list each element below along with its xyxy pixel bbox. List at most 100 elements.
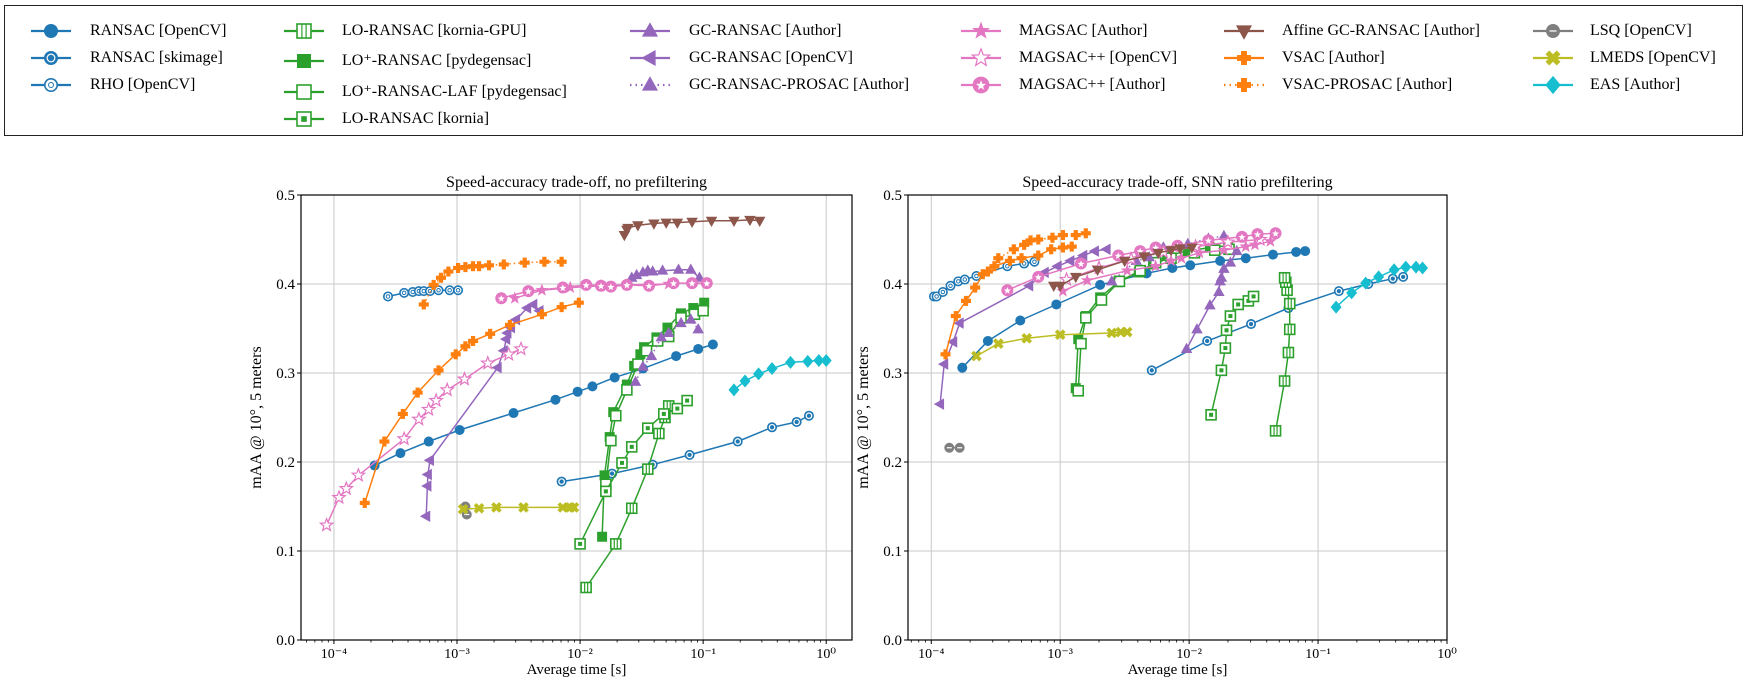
data-point [421, 468, 432, 481]
data-point [686, 217, 698, 228]
series-lo-ransac-kornia [574, 394, 693, 550]
legend-label: GC-RANSAC-PROSAC [Author] [689, 76, 910, 93]
circle-star-icon [972, 76, 990, 94]
data-point [688, 303, 699, 314]
legend-label: EAS [Author] [1590, 76, 1681, 93]
data-point [1032, 270, 1045, 283]
data-point [662, 322, 673, 333]
data-point [395, 448, 406, 459]
series-lo-ransac-kornia-gpu [580, 400, 675, 594]
data-point [350, 467, 367, 482]
legend-marker-icon [1224, 78, 1264, 92]
data-point [1143, 251, 1155, 262]
data-point [504, 319, 515, 330]
data-point [1248, 238, 1262, 251]
data-point [1251, 228, 1264, 241]
data-point [587, 381, 598, 392]
y-tick-label: 0.4 [276, 277, 295, 293]
data-point [1240, 253, 1251, 264]
data-point [443, 266, 454, 277]
series-lmeds-opencv [971, 326, 1133, 362]
series-gc-ransac-author [626, 263, 706, 282]
data-point [599, 470, 610, 481]
data-point [662, 326, 675, 337]
data-point [580, 278, 593, 291]
data-point [1070, 230, 1081, 241]
data-point [744, 215, 756, 227]
data-point [1373, 270, 1385, 284]
series-magsac-author [1001, 227, 1282, 297]
data-point [622, 223, 634, 235]
data-point [820, 354, 832, 368]
legend-label: MAGSAC++ [OpenCV] [1019, 49, 1178, 66]
data-point [1106, 327, 1118, 339]
data-point [396, 430, 412, 446]
square-grid-icon [296, 23, 312, 39]
x-tick-label: 10⁻³ [1047, 647, 1073, 662]
data-point [1033, 250, 1044, 261]
data-point [1278, 271, 1291, 284]
data-point [1066, 241, 1077, 252]
diamond-icon [1545, 75, 1561, 95]
data-point [1152, 248, 1164, 260]
data-point [479, 354, 496, 370]
data-point [645, 349, 658, 361]
data-point [1213, 285, 1225, 297]
data-point [989, 261, 1000, 272]
data-point [1410, 260, 1422, 274]
data-point [439, 381, 456, 397]
data-point [1069, 272, 1082, 284]
data-point [1054, 281, 1066, 293]
data-point [953, 317, 964, 329]
data-point [648, 219, 660, 230]
series-line [423, 261, 562, 305]
data-point [803, 410, 814, 421]
data-point [1075, 257, 1088, 270]
data-point [1202, 234, 1215, 247]
y-axis-label: mAA @ 10°, 5 meters [855, 346, 872, 488]
data-point [1072, 384, 1085, 397]
legend-label: RHO [OpenCV] [90, 76, 196, 93]
legend-marker-icon [1224, 51, 1264, 65]
legend-marker-icon [31, 78, 71, 92]
data-point [1080, 273, 1094, 286]
data-point [1095, 279, 1106, 290]
data-point [605, 434, 617, 447]
data-point [1056, 284, 1070, 297]
x-tick-label: 10⁻⁴ [918, 647, 944, 662]
data-point [595, 279, 608, 292]
data-point [423, 436, 434, 447]
legend-marker-icon [1533, 24, 1573, 38]
data-point [454, 424, 465, 435]
data-point [1057, 242, 1068, 253]
series-magsac-author [1056, 234, 1277, 297]
data-point [1051, 260, 1062, 272]
legend-marker-icon [630, 76, 670, 91]
data-point [485, 328, 496, 339]
data-point [420, 401, 437, 417]
data-point [791, 416, 802, 427]
data-point [959, 274, 970, 285]
y-tick-label: 0.3 [883, 366, 902, 382]
data-point [1077, 249, 1088, 262]
data-point [609, 409, 622, 422]
data-point [1015, 315, 1026, 326]
legend-marker-icon [31, 51, 71, 65]
legend-label: Affine GC-RANSAC [Author] [1282, 22, 1480, 39]
series-gc-ransac-prosac-author [629, 313, 704, 386]
y-tick-label: 0.1 [276, 544, 295, 560]
series-line [733, 359, 827, 391]
data-point [693, 343, 704, 354]
data-point [495, 292, 508, 305]
data-point [468, 261, 479, 272]
legend-label: LO-RANSAC [kornia] [342, 110, 490, 127]
data-point [1186, 243, 1198, 254]
data-point [675, 316, 687, 328]
triangle-left-icon [641, 49, 656, 67]
data-point [1398, 271, 1409, 282]
legend-label: GC-RANSAC [OpenCV] [689, 49, 853, 66]
legend-marker-icon [1533, 50, 1573, 66]
series-vsac-author [359, 297, 584, 508]
series-vsac-author [940, 241, 1077, 360]
y-tick-label: 0.0 [883, 633, 902, 649]
